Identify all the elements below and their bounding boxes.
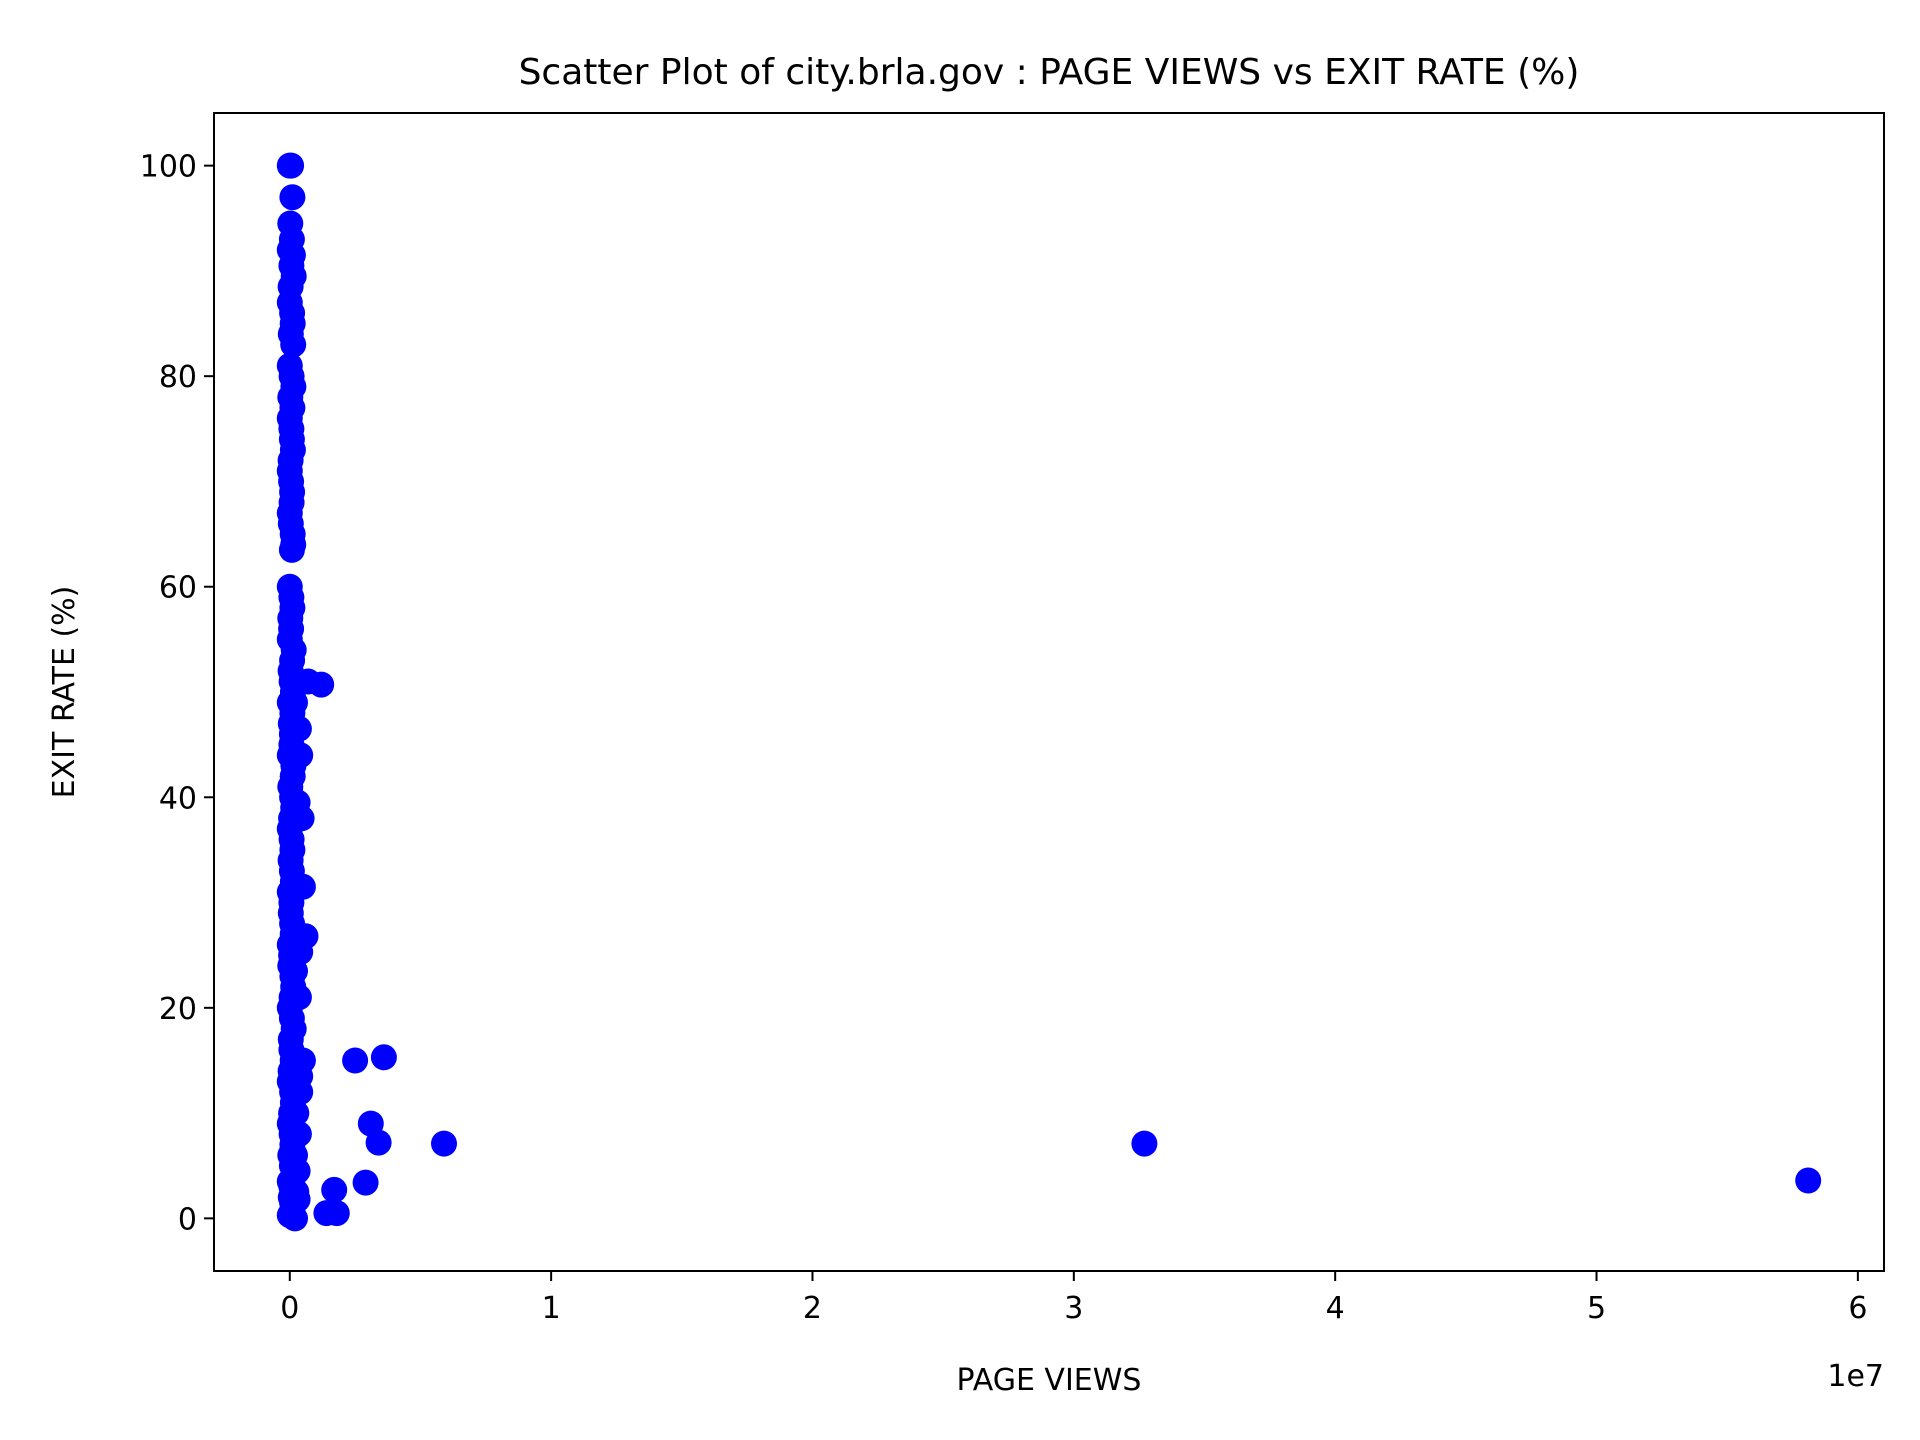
x-tick-label: 5 xyxy=(1587,1291,1606,1326)
data-point xyxy=(282,689,308,716)
data-point xyxy=(352,1169,379,1196)
data-point xyxy=(280,331,307,358)
data-point xyxy=(321,1176,348,1203)
x-axis-offset-label: 1e7 xyxy=(1827,1359,1884,1394)
data-point xyxy=(289,873,316,900)
plot-area-frame xyxy=(213,112,1885,1272)
data-point xyxy=(292,923,319,950)
data-point xyxy=(365,1129,392,1156)
y-tick-label: 80 xyxy=(159,360,197,395)
y-tick-label: 0 xyxy=(178,1202,197,1237)
y-axis-ticks: 0 20 40 60 80 100 xyxy=(140,150,214,1237)
data-point xyxy=(278,152,305,179)
data-point xyxy=(431,1130,457,1157)
data-point xyxy=(1131,1130,1158,1157)
data-point xyxy=(342,1047,369,1074)
y-axis-label: EXIT RATE (%) xyxy=(47,586,82,799)
data-point xyxy=(370,1044,397,1071)
data-points xyxy=(276,152,1822,1232)
data-point xyxy=(287,742,314,769)
data-point xyxy=(285,1121,312,1148)
x-axis-label: PAGE VIEWS xyxy=(957,1363,1142,1398)
x-tick-label: 0 xyxy=(280,1291,299,1326)
data-point xyxy=(285,715,312,742)
data-point xyxy=(284,1058,311,1084)
data-point xyxy=(284,1186,311,1213)
x-tick-label: 2 xyxy=(803,1291,822,1326)
data-point xyxy=(287,1079,314,1105)
data-point xyxy=(282,1205,308,1232)
x-tick-label: 4 xyxy=(1326,1291,1345,1326)
chart-title: Scatter Plot of city.brla.gov : PAGE VIE… xyxy=(519,52,1580,93)
data-point xyxy=(308,671,335,698)
x-tick-label: 1 xyxy=(542,1291,561,1326)
data-point xyxy=(284,789,311,816)
data-point xyxy=(1795,1167,1822,1194)
data-point xyxy=(284,1158,311,1184)
x-axis-ticks: 0 1 2 3 4 5 6 xyxy=(280,1271,1867,1326)
data-point xyxy=(278,536,305,563)
y-tick-label: 60 xyxy=(159,571,197,606)
data-point xyxy=(279,184,306,211)
data-point xyxy=(323,1200,350,1227)
data-point xyxy=(283,1100,310,1127)
y-tick-label: 100 xyxy=(140,150,197,185)
y-tick-label: 40 xyxy=(159,781,197,816)
x-tick-label: 3 xyxy=(1064,1291,1083,1326)
x-tick-label: 6 xyxy=(1848,1291,1867,1326)
data-point xyxy=(285,984,312,1011)
y-tick-label: 20 xyxy=(159,992,197,1027)
